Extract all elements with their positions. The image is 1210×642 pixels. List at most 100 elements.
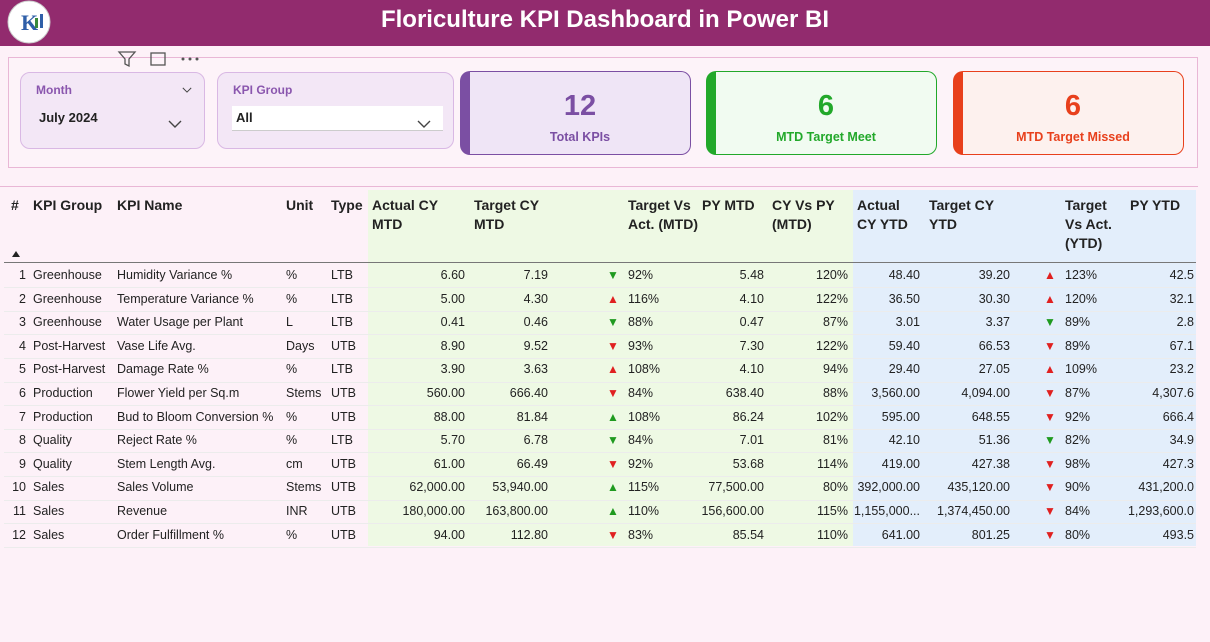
table-cell: 53,940.00 [492, 480, 548, 495]
table-cell: 87% [822, 315, 848, 330]
column-header[interactable]: KPI Group [33, 197, 103, 213]
column-header[interactable]: CY Vs PY (MTD) [772, 197, 835, 232]
slicer-dropdown[interactable]: All [232, 106, 443, 131]
table-cell: 801.25 [971, 527, 1010, 542]
table-cell: 431,200.0 [1138, 480, 1194, 495]
table-cell: 83% [628, 527, 654, 542]
table-cell: 94.00 [433, 527, 465, 542]
table-cell: LTB [331, 291, 353, 306]
column-header[interactable]: Target Vs Act. (YTD) [1065, 197, 1112, 251]
table-cell: 84% [628, 433, 654, 448]
table-cell: 641.00 [881, 527, 920, 542]
status-arrow: ▼ [607, 456, 619, 471]
table-cell: % [286, 433, 298, 448]
table-cell: 36.50 [888, 291, 920, 306]
status-arrow: ▼ [607, 268, 619, 282]
table-cell: 156,600.00 [701, 504, 764, 518]
column-header[interactable]: Actual CY MTD [372, 197, 438, 232]
table-cell: 0.46 [523, 315, 548, 330]
slicer[interactable]: Month July 2024 [20, 72, 205, 149]
column-header[interactable]: Actual CY YTD [857, 197, 908, 232]
card-label: MTD Target Meet [776, 130, 876, 144]
table-cell: 84% [1065, 504, 1091, 518]
table-cell: 92% [628, 268, 654, 282]
table-cell: 427.3 [1162, 456, 1194, 471]
table-cell: 7.19 [523, 268, 548, 282]
table-cell: 4.10 [739, 362, 764, 377]
table-cell: % [286, 268, 298, 282]
table-cell: UTB [331, 386, 356, 400]
table-cell: 90% [1065, 480, 1091, 495]
table-cell: 108% [628, 409, 660, 424]
table-cell: % [286, 409, 298, 424]
table-cell: 34.9 [1169, 433, 1194, 448]
table-cell: 6 [19, 386, 26, 400]
table-cell: Greenhouse [33, 268, 102, 282]
status-arrow: ▲ [1044, 362, 1056, 377]
table-cell: 163,800.00 [485, 504, 548, 518]
column-header[interactable]: Target Vs Act. (MTD) [628, 197, 698, 232]
table-cell: Greenhouse [33, 291, 102, 306]
table-cell: 4.30 [523, 291, 548, 306]
table-cell: 110% [628, 504, 660, 518]
column-header[interactable]: Type [331, 197, 363, 213]
table-cell: Post-Harvest [33, 362, 106, 377]
chevron [182, 87, 192, 93]
status-arrow: ▼ [607, 386, 619, 400]
slicer-dropdown[interactable]: July 2024 [39, 110, 98, 125]
table-cell: Days [286, 338, 315, 353]
table-cell: 1,293,600.0 [1127, 504, 1194, 518]
table-cell: 88% [628, 315, 654, 330]
table-cell: 92% [1065, 409, 1091, 424]
table-cell: 51.36 [978, 433, 1010, 448]
table-cell: 666.40 [509, 386, 548, 400]
table-cell: 3,560.00 [871, 386, 920, 400]
table-cell: Order Fulfillment % [117, 527, 224, 542]
table-cell: Revenue [117, 504, 168, 518]
table-cell: UTB [331, 480, 356, 495]
table-cell: 42.5 [1169, 268, 1194, 282]
column-header[interactable]: Target CY MTD [474, 197, 539, 232]
status-arrow: ▼ [607, 527, 619, 542]
table-cell: Bud to Bloom Conversion % [117, 409, 274, 424]
table-cell: 7.01 [739, 433, 764, 448]
table-cell: % [286, 291, 298, 306]
table-cell: 39.20 [978, 268, 1010, 282]
slicer[interactable]: KPI Group All [217, 72, 454, 149]
table-cell: LTB [331, 268, 353, 282]
table-cell: 1,155,000... [853, 504, 920, 518]
status-arrow: ▼ [607, 315, 619, 330]
table-cell: 9 [19, 456, 26, 471]
table-cell: 2 [19, 291, 26, 306]
table-cell: 4,094.00 [961, 386, 1010, 400]
header-divider [4, 262, 1196, 263]
column-header[interactable]: Unit [286, 197, 314, 213]
status-arrow: ▲ [1044, 268, 1056, 282]
table-cell: 3 [19, 315, 26, 330]
table-cell: 89% [1065, 315, 1091, 330]
table-cell: 93% [628, 338, 654, 353]
table-cell: 3.01 [895, 315, 920, 330]
table-cell: 666.4 [1162, 409, 1194, 424]
table-cell: 108% [628, 362, 660, 377]
column-header[interactable]: KPI Name [117, 197, 183, 213]
column-header[interactable]: # [11, 197, 19, 213]
table-cell: Sales [33, 527, 65, 542]
table-cell: % [286, 527, 298, 542]
table-cell: 30.30 [978, 291, 1010, 306]
table-cell: Greenhouse [33, 315, 102, 330]
table-cell: Sales [33, 480, 65, 495]
row-divider [4, 546, 1196, 548]
table-cell: 493.5 [1162, 527, 1194, 542]
column-header[interactable]: PY YTD [1130, 197, 1181, 213]
table-cell: 122% [816, 291, 848, 306]
column-header[interactable]: Target CY YTD [929, 197, 994, 232]
table-cell: 1,374,450.00 [937, 504, 1010, 518]
table-cell: Stem Length Avg. [117, 456, 216, 471]
status-arrow: ▲ [607, 362, 619, 377]
table-cell: 123% [1065, 268, 1097, 282]
table-cell: 66.53 [978, 338, 1010, 353]
table-cell: 81% [822, 433, 848, 448]
column-header[interactable]: PY MTD [702, 197, 755, 213]
kpi-card: 6 MTD Target Meet [706, 71, 937, 155]
